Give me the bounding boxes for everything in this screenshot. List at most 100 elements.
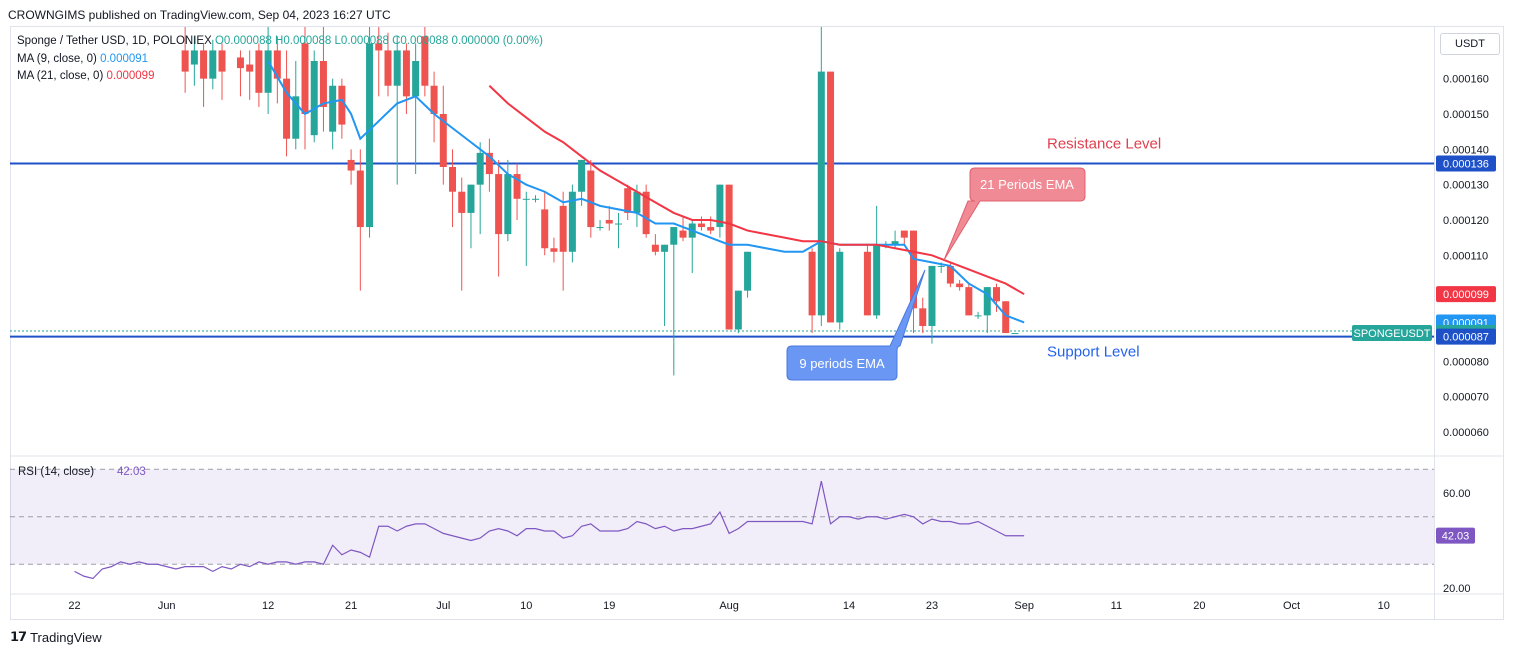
candle-body xyxy=(900,230,908,238)
candle-body xyxy=(476,152,484,185)
chart-frame xyxy=(10,26,1504,620)
horizontal-levels xyxy=(10,162,1434,338)
candle-body xyxy=(504,174,512,235)
rsi-pane: RSI (14, close) 42.03 xyxy=(10,466,1434,580)
rsi-value-badge-label: 42.03 xyxy=(1442,531,1470,543)
candle-body xyxy=(412,61,420,97)
candle-body xyxy=(725,184,733,330)
candle-body xyxy=(439,114,447,167)
candle-body xyxy=(200,50,208,79)
ma21-value: 0.000099 xyxy=(106,70,155,82)
candle-body xyxy=(965,287,973,316)
ma9-legend: MA (9, close, 0) 0.000091 xyxy=(17,53,148,65)
candle-body xyxy=(642,191,650,235)
candle-body xyxy=(808,251,816,316)
candle-body xyxy=(209,50,217,79)
candles xyxy=(181,27,1019,376)
candle-body xyxy=(891,241,899,245)
candle-body xyxy=(319,61,327,107)
ohlc-values: O0.000088 H0.000088 L0.000088 C0.000088 … xyxy=(214,35,543,47)
price-tick-label: 0.000130 xyxy=(1443,180,1489,192)
candle-body xyxy=(956,283,964,288)
candle-body xyxy=(946,265,954,284)
time-tick-label: Jul xyxy=(436,600,450,612)
currency-button[interactable]: USDT xyxy=(1440,33,1500,55)
candle-body xyxy=(550,248,558,252)
candle-body xyxy=(310,61,318,136)
candle-body xyxy=(928,265,936,326)
time-tick-label: 19 xyxy=(603,600,615,612)
candle-body xyxy=(596,227,604,229)
candle-body xyxy=(587,170,595,228)
price-tick-label: 0.000120 xyxy=(1443,215,1489,227)
candle-body xyxy=(633,191,641,213)
candle-body xyxy=(375,43,383,51)
axes: 0.000160 0.000150 0.000140 0.000130 0.000120… xyxy=(68,74,1496,612)
ma21-legend: MA (21, close, 0) 0.000099 xyxy=(17,70,154,82)
candle-body xyxy=(605,219,613,224)
annotations: Resistance Level Support Level 21 Periods … xyxy=(786,135,1161,381)
price-badge-label: 0.000136 xyxy=(1443,158,1489,170)
ma9-value: 0.000091 xyxy=(100,53,149,65)
candle-body xyxy=(836,251,844,323)
candle-body xyxy=(532,198,539,200)
rsi-label: RSI (14, close) xyxy=(18,466,94,478)
time-tick-label: 23 xyxy=(926,600,938,612)
resistance-label: Resistance Level xyxy=(1047,135,1161,152)
candle-body xyxy=(495,174,503,235)
ma21-label: MA (21, close, 0) xyxy=(17,70,104,82)
tradingview-footer[interactable]: 𝟭𝟳 TradingView xyxy=(10,629,102,645)
candle-body xyxy=(356,170,364,228)
candle-body xyxy=(458,191,466,213)
price-badge-label: 0.000087 xyxy=(1443,332,1489,344)
candle-body xyxy=(910,230,918,309)
candle-body xyxy=(974,315,982,317)
time-tick-label: 11 xyxy=(1111,600,1122,612)
candle-body xyxy=(449,166,457,192)
candle-body xyxy=(568,191,576,252)
candle-body xyxy=(937,265,945,267)
candle-body xyxy=(255,50,263,93)
candle-body xyxy=(614,223,622,225)
candle-body xyxy=(744,251,752,291)
candle-body xyxy=(707,227,715,231)
ma9-line xyxy=(267,60,1025,324)
symbol-tag xyxy=(1352,325,1432,342)
candle-body xyxy=(181,50,189,72)
rsi-value-badge xyxy=(1436,527,1475,544)
candle-body xyxy=(559,205,567,252)
time-tick-label: 12 xyxy=(262,600,274,612)
candle-body xyxy=(661,244,669,252)
candle-body xyxy=(273,50,281,79)
candle-body xyxy=(236,57,244,69)
price-tick-label: 0.000110 xyxy=(1443,250,1488,262)
candle-body xyxy=(873,244,881,316)
candle-body xyxy=(430,85,438,114)
candle-body xyxy=(283,78,291,139)
candle-body xyxy=(817,71,825,316)
candle-body xyxy=(1002,301,1010,334)
publish-info: CROWNGIMS published on TradingView.com, … xyxy=(8,8,391,22)
candle-body xyxy=(522,198,530,200)
candle-body xyxy=(402,50,410,97)
candle-body xyxy=(264,50,272,93)
candle-body xyxy=(485,152,493,175)
rsi-value: 42.03 xyxy=(117,466,146,478)
candle-body xyxy=(329,85,337,132)
symbol-legend: Sponge / Tether USD, 1D, POLONIEX O0.000… xyxy=(17,35,543,47)
ma21-line xyxy=(488,85,1025,296)
tradingview-logo-icon: 𝟭𝟳 xyxy=(10,629,27,644)
candle-body xyxy=(697,223,705,228)
candle-body xyxy=(578,159,586,192)
price-tick-label: 0.000060 xyxy=(1443,427,1489,439)
time-tick-label: Oct xyxy=(1283,600,1300,612)
candle-body xyxy=(513,174,521,199)
candle-body xyxy=(467,184,475,213)
rsi-tick-label: 60.00 xyxy=(1443,488,1471,500)
rsi-tick-label: 20.00 xyxy=(1443,583,1471,595)
candle-body xyxy=(624,188,632,213)
candle-body xyxy=(734,290,742,330)
ema21-callout-bubble xyxy=(943,167,1086,261)
time-tick-label: 14 xyxy=(843,600,855,612)
